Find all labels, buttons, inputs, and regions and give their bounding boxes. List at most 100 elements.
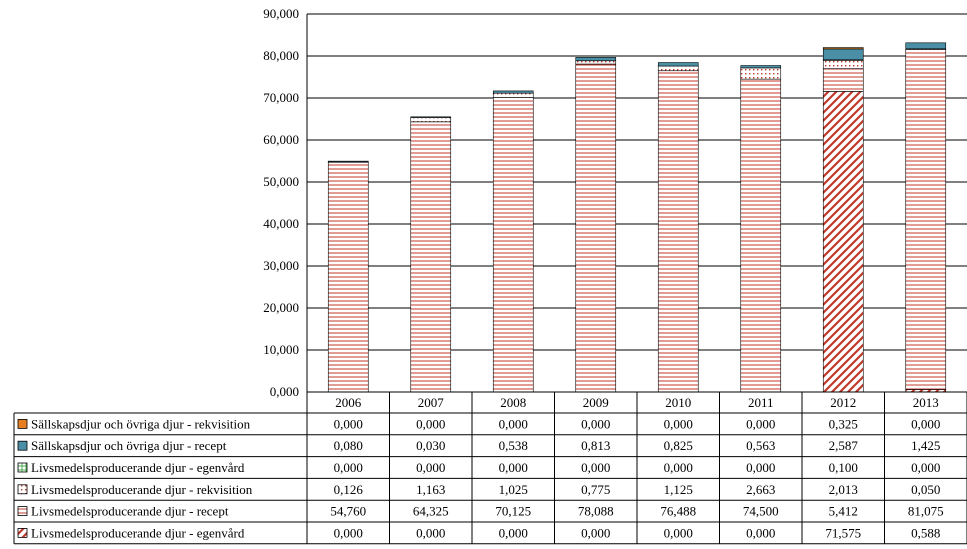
legend-key <box>17 528 28 538</box>
data-label-2013: 0,050 <box>911 482 940 497</box>
data-label-2012: 0,325 <box>829 416 858 431</box>
data-label-2011: 2,663 <box>746 482 775 497</box>
data-label-2006: 0,000 <box>334 416 363 431</box>
data-label-2013: 81,075 <box>908 504 944 519</box>
category-label-2012: 2012 <box>830 395 856 410</box>
y-tick-label: 40,000 <box>263 216 299 231</box>
data-label-2006: 0,126 <box>334 482 364 497</box>
y-tick-label: 0,000 <box>270 384 299 399</box>
data-label-2008: 0,538 <box>499 438 528 453</box>
series-name: Sällskapsdjur och övriga djur - rekvisit… <box>31 416 251 431</box>
data-label-2006: 0,000 <box>334 460 363 475</box>
data-label-2012: 2,013 <box>829 482 858 497</box>
category-label-2008: 2008 <box>500 395 526 410</box>
data-label-2007: 0,000 <box>416 416 445 431</box>
legend-key <box>17 506 28 517</box>
bar-segment-2009-s4 <box>575 57 617 62</box>
bar-segment-2012-s4 <box>822 48 864 61</box>
data-label-2006: 0,080 <box>334 438 363 453</box>
category-label-2011: 2011 <box>748 395 774 410</box>
y-tick-label: 60,000 <box>263 132 299 147</box>
legend-key <box>17 462 28 473</box>
data-label-2013: 0,588 <box>911 525 940 540</box>
data-label-2010: 0,000 <box>664 416 693 431</box>
y-tick-label: 70,000 <box>263 90 299 105</box>
data-label-2008: 0,000 <box>499 460 528 475</box>
data-label-2010: 0,000 <box>664 525 693 540</box>
data-label-2009: 0,000 <box>581 525 610 540</box>
data-label-2008: 0,000 <box>499 416 528 431</box>
y-tick-label: 30,000 <box>263 258 299 273</box>
data-label-2013: 1,425 <box>911 438 940 453</box>
data-label-2013: 0,000 <box>911 416 940 431</box>
data-label-2009: 0,813 <box>581 438 610 453</box>
y-axis-ticks: 0,000 10,000 20,000 30,000 40,000 50,000 60,00… <box>263 6 299 399</box>
data-table: 2006 2007 2008 2009 2010 2011 2012 2013 Sällskap… <box>13 391 967 545</box>
y-tick-label: 20,000 <box>263 300 299 315</box>
bar-segment-2012-s1 <box>822 68 864 92</box>
data-label-2010: 0,000 <box>664 460 693 475</box>
category-label-2013: 2013 <box>913 395 939 410</box>
bar-segment-2013-s4 <box>905 42 947 50</box>
data-label-2008: 1,025 <box>499 482 528 497</box>
y-tick-label: 10,000 <box>263 342 299 357</box>
data-label-2012: 2,587 <box>829 438 859 453</box>
data-label-2013: 0,000 <box>911 460 940 475</box>
bar-segment-2008-s4 <box>492 90 534 94</box>
bar-segment-2008-s1 <box>492 97 534 393</box>
data-label-2008: 70,125 <box>495 504 531 519</box>
data-label-2011: 0,000 <box>746 525 775 540</box>
series-name: Livsmedelsproducerande djur - rekvisitio… <box>31 482 253 497</box>
y-tick-label: 80,000 <box>263 48 299 63</box>
data-label-2011: 74,500 <box>743 504 779 519</box>
bar-segment-2007-s1 <box>410 121 452 393</box>
data-label-2011: 0,000 <box>746 460 775 475</box>
bar-segment-2008-s2 <box>492 92 534 98</box>
data-label-2007: 1,163 <box>416 482 445 497</box>
data-label-2012: 5,412 <box>829 504 858 519</box>
data-label-2007: 0,000 <box>416 525 445 540</box>
data-label-2011: 0,563 <box>746 438 775 453</box>
bar-segment-2009-s2 <box>575 60 617 65</box>
data-label-2010: 0,825 <box>664 438 693 453</box>
data-label-2010: 76,488 <box>660 504 696 519</box>
data-label-2011: 0,000 <box>746 416 775 431</box>
gridlines <box>307 13 967 393</box>
bar-segment-2011-s4 <box>740 65 782 69</box>
bar-segment-2011-s2 <box>740 67 782 80</box>
data-label-2009: 0,775 <box>581 482 610 497</box>
bar-segment-2010-s4 <box>657 62 699 67</box>
series-name: Sällskapsdjur och övriga djur - recept <box>31 438 227 453</box>
data-label-2008: 0,000 <box>499 525 528 540</box>
legend-key <box>17 418 28 429</box>
category-label-2007: 2007 <box>418 395 445 410</box>
data-label-2012: 71,575 <box>825 525 861 540</box>
bar-segment-2010-s1 <box>657 70 699 393</box>
bar-segment-2010-s2 <box>657 65 699 72</box>
bars <box>327 42 947 393</box>
data-label-2009: 78,088 <box>578 504 614 519</box>
legend-key <box>17 484 28 495</box>
bar-segment-2007-s4 <box>410 116 452 118</box>
data-label-2012: 0,100 <box>829 460 858 475</box>
bar-segment-2012-s2 <box>822 59 864 69</box>
y-tick-label: 90,000 <box>263 6 299 21</box>
series-name: Livsmedelsproducerande djur - recept <box>31 504 229 519</box>
bar-segment-2012-s0 <box>822 91 864 393</box>
data-label-2010: 1,125 <box>664 482 693 497</box>
series-name: Livsmedelsproducerande djur - egenvård <box>31 460 245 475</box>
series-name: Livsmedelsproducerande djur - egenvård <box>31 525 245 540</box>
bar-segment-2006-s4 <box>327 160 369 163</box>
data-label-2009: 0,000 <box>581 416 610 431</box>
bar-segment-2013-s1 <box>905 48 947 390</box>
y-tick-label: 50,000 <box>263 174 299 189</box>
category-label-2006: 2006 <box>335 395 362 410</box>
category-label-2009: 2009 <box>583 395 609 410</box>
data-label-2007: 64,325 <box>413 504 449 519</box>
legend-key <box>17 440 28 451</box>
data-label-2006: 0,000 <box>334 525 363 540</box>
bar-segment-2012-s5 <box>822 47 864 50</box>
bar-segment-2011-s1 <box>740 78 782 393</box>
data-label-2006: 54,760 <box>330 504 366 519</box>
